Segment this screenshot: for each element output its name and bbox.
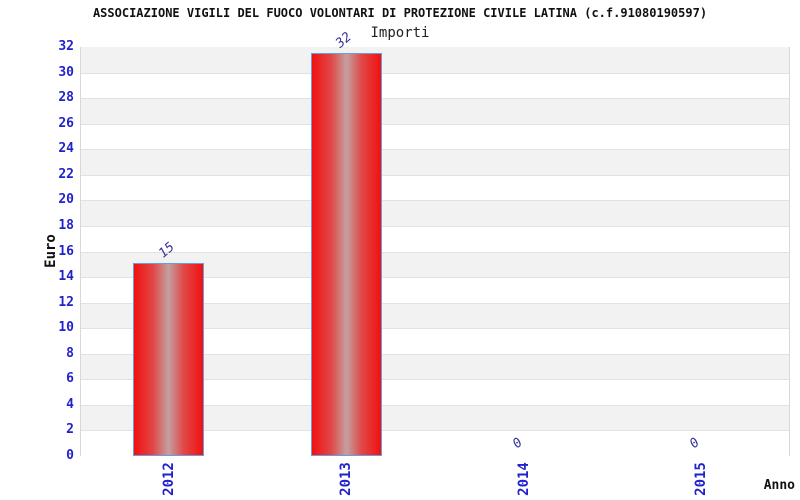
grid-band xyxy=(81,123,789,151)
y-tick-label: 30 xyxy=(58,64,74,80)
x-tick-label-2015: 2015 xyxy=(693,462,710,496)
grid-band xyxy=(81,47,789,74)
y-tick-label: 10 xyxy=(58,320,74,336)
y-tick-label: 28 xyxy=(58,90,74,106)
grid-band xyxy=(81,200,789,227)
y-tick-label: 20 xyxy=(58,192,74,208)
y-tick-label: 12 xyxy=(58,294,74,310)
y-tick-label: 24 xyxy=(58,141,74,157)
y-tick-label: 8 xyxy=(66,345,74,361)
y-tick-label: 32 xyxy=(58,39,74,54)
y-tick-label: 6 xyxy=(66,371,74,387)
grid-band xyxy=(81,174,789,202)
y-tick-label: 4 xyxy=(66,396,74,412)
y-tick-label: 26 xyxy=(58,115,74,131)
x-tick-label-2014: 2014 xyxy=(515,462,532,496)
y-tick-label: 16 xyxy=(58,243,74,259)
x-tick-label-2012: 2012 xyxy=(160,462,177,496)
bar-2012 xyxy=(133,263,205,456)
chart-title: ASSOCIAZIONE VIGILI DEL FUOCO VOLONTARI … xyxy=(92,6,708,20)
y-tick-label: 2 xyxy=(66,422,74,438)
grid-band xyxy=(81,98,789,125)
x-tick-label-2013: 2013 xyxy=(338,462,355,496)
grid-band xyxy=(81,149,789,176)
y-tick-label: 22 xyxy=(58,166,74,182)
bar-2013 xyxy=(310,53,382,456)
grid-band xyxy=(81,72,789,100)
y-tick-label: 18 xyxy=(58,217,74,233)
chart-subtitle: Importi xyxy=(370,25,430,41)
y-tick-label: 0 xyxy=(66,448,74,463)
x-axis-title: Anno xyxy=(763,478,795,493)
grid-band xyxy=(81,225,789,253)
y-tick-label: 14 xyxy=(58,269,74,285)
